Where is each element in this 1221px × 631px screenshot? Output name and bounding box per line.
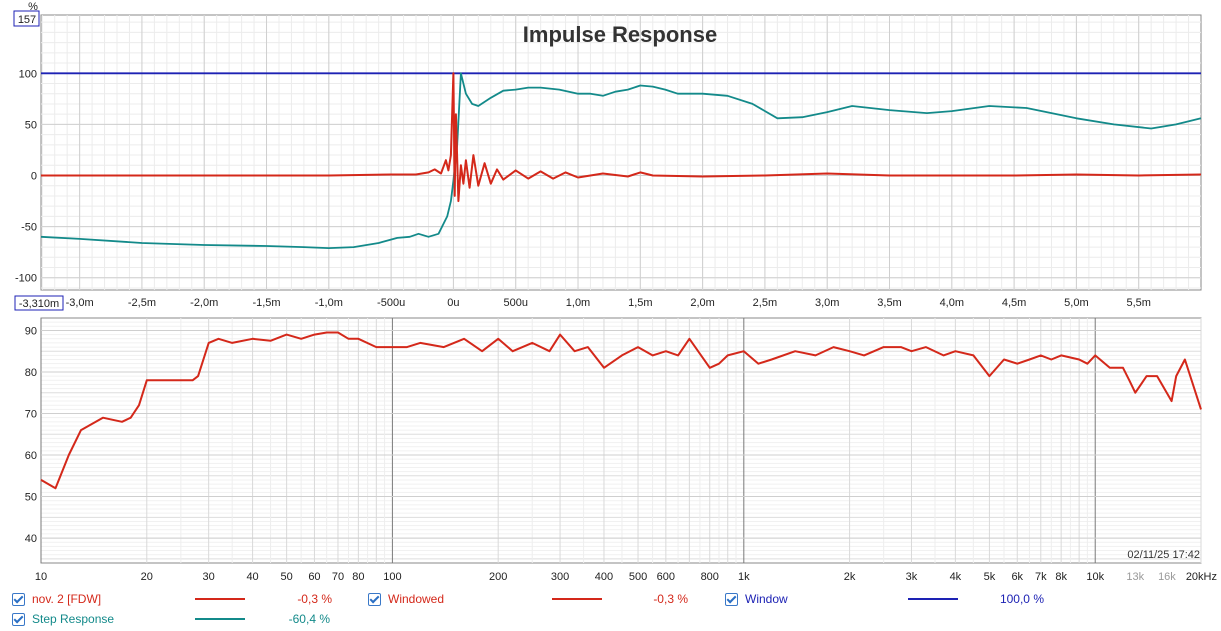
impulse-x-tick-label: 5,5m (1126, 297, 1150, 309)
legend-value-step-response: -60,4 % (288, 612, 330, 626)
impulse-x-tick-label: -2,0m (190, 297, 218, 309)
impulse-x-tick-label: -3,0m (66, 297, 94, 309)
frequency-x-tick-label: 16k (1158, 571, 1176, 583)
legend-label-step-response: Step Response (32, 612, 115, 626)
frequency-x-tick-label: 600 (657, 571, 675, 583)
legend-swatch-window (908, 598, 958, 600)
impulse-x-tick-label: 1,5m (628, 297, 652, 309)
legend-item-step-response[interactable]: Step Response (12, 609, 114, 629)
legend-value-windowed: -0,3 % (653, 592, 688, 606)
frequency-x-tick-label: 10 (35, 571, 47, 583)
impulse-x-tick-label: 0u (447, 297, 459, 309)
frequency-x-tick-label: 40 (246, 571, 258, 583)
legend-label-windowed: Windowed (388, 592, 445, 606)
legend: nov. 2 [FDW] -0,3 % Windowed -0,3 % Wind… (0, 586, 1221, 631)
impulse-series-step-response (40, 72, 1202, 250)
frequency-x-tick-label: 4k (950, 571, 962, 583)
axis-start-label: -3,310m (19, 298, 59, 310)
frequency-x-tick-label: 10k (1086, 571, 1104, 583)
frequency-x-tick-label: 7k (1035, 571, 1047, 583)
frequency-x-tick-label: 70 (332, 571, 344, 583)
checkbox-step-response[interactable] (12, 612, 25, 626)
frequency-response-panel: 90 80 70 60 50 40 10 20 30 40 50 60 70 80 100 200 300 400… (25, 317, 1217, 583)
legend-label-nov2: nov. 2 [FDW] (32, 592, 102, 606)
legend-item-windowed[interactable]: Windowed (368, 589, 444, 609)
legend-swatch-step-response (195, 618, 245, 620)
impulse-x-tick-label: -500u (377, 297, 405, 309)
frequency-series-nov2 (40, 331, 1202, 490)
frequency-y-tick-label: 80 (25, 367, 37, 379)
axis-start-box (14, 295, 64, 311)
frequency-x-tick-label: 1k (738, 571, 750, 583)
impulse-x-tick-label: 1,0m (566, 297, 590, 309)
impulse-y-tick-label: 0 (31, 171, 37, 183)
impulse-x-tick-label: -1,0m (315, 297, 343, 309)
checkbox-window[interactable] (725, 592, 738, 606)
impulse-x-tick-label: 3,0m (815, 297, 839, 309)
frequency-plot-area (40, 317, 1202, 564)
axis-top-box (13, 10, 40, 27)
checkbox-windowed[interactable] (368, 592, 381, 606)
frequency-x-tick-label: 100 (383, 571, 401, 583)
impulse-y-tick-label: -100 (15, 273, 37, 285)
timestamp: 02/11/25 17:42 (1127, 549, 1200, 561)
axis-top-label: 157 (18, 14, 36, 26)
frequency-x-tick-label: 30 (203, 571, 215, 583)
frequency-x-tick-label: 20 (141, 571, 153, 583)
frequency-y-tick-label: 60 (25, 450, 37, 462)
legend-label-window: Window (745, 592, 788, 606)
frequency-x-tick-label: 50 (280, 571, 292, 583)
legend-swatch-windowed (552, 598, 602, 600)
impulse-y-tick-label: -50 (21, 222, 37, 234)
impulse-x-tick-label: 500u (503, 297, 527, 309)
legend-value-window: 100,0 % (999, 592, 1044, 606)
impulse-plot-area (40, 14, 1202, 291)
chart-title: Impulse Response (523, 22, 717, 47)
frequency-x-tick-label: 6k (1011, 571, 1023, 583)
frequency-x-tick-label: 8k (1055, 571, 1067, 583)
impulse-response-panel: -3,0m -2,5m -2,0m -1,5m -1,0m -500u 0u 500u 1,0m… (13, 1, 1202, 311)
legend-value-nov2: -0,3 % (297, 592, 332, 606)
legend-item-window[interactable]: Window (725, 589, 788, 609)
impulse-series-windowed (41, 72, 1202, 203)
frequency-y-tick-label: 70 (25, 409, 37, 421)
frequency-x-tick-label: 800 (701, 571, 719, 583)
impulse-x-tick-label: 4,5m (1002, 297, 1026, 309)
frequency-x-tick-label: 3k (906, 571, 918, 583)
legend-item-nov2[interactable]: nov. 2 [FDW] (12, 589, 101, 609)
chart-canvas: -3,0m -2,5m -2,0m -1,5m -1,0m -500u 0u 500u 1,0m… (13, 1, 1217, 583)
frequency-x-tick-label: 60 (308, 571, 320, 583)
legend-swatch-nov2 (195, 598, 245, 600)
impulse-y-axis-label: % (28, 1, 38, 13)
impulse-x-tick-label: -1,5m (252, 297, 280, 309)
frequency-x-tick-label: 5k (984, 571, 996, 583)
frequency-x-tick-label: 20kHz (1186, 571, 1217, 583)
impulse-x-tick-label: 5,0m (1064, 297, 1088, 309)
frequency-x-tick-label: 80 (352, 571, 364, 583)
frequency-y-tick-label: 90 (25, 325, 37, 337)
impulse-x-tick-label: 2,5m (753, 297, 777, 309)
impulse-x-tick-label: 4,0m (940, 297, 964, 309)
frequency-x-tick-label: 400 (595, 571, 613, 583)
impulse-x-tick-label: 2,0m (690, 297, 714, 309)
impulse-x-tick-label: 3,5m (877, 297, 901, 309)
frequency-x-tick-label: 300 (551, 571, 569, 583)
frequency-y-tick-label: 50 (25, 492, 37, 504)
frequency-x-tick-label: 13k (1126, 571, 1144, 583)
frequency-x-tick-label: 2k (844, 571, 856, 583)
frequency-x-tick-label: 200 (489, 571, 507, 583)
impulse-x-tick-label: -2,5m (128, 297, 156, 309)
frequency-x-tick-label: 500 (629, 571, 647, 583)
checkbox-nov2[interactable] (12, 592, 25, 606)
frequency-y-tick-label: 40 (25, 533, 37, 545)
impulse-y-tick-label: 100 (19, 68, 37, 80)
impulse-y-tick-label: 50 (25, 119, 37, 131)
